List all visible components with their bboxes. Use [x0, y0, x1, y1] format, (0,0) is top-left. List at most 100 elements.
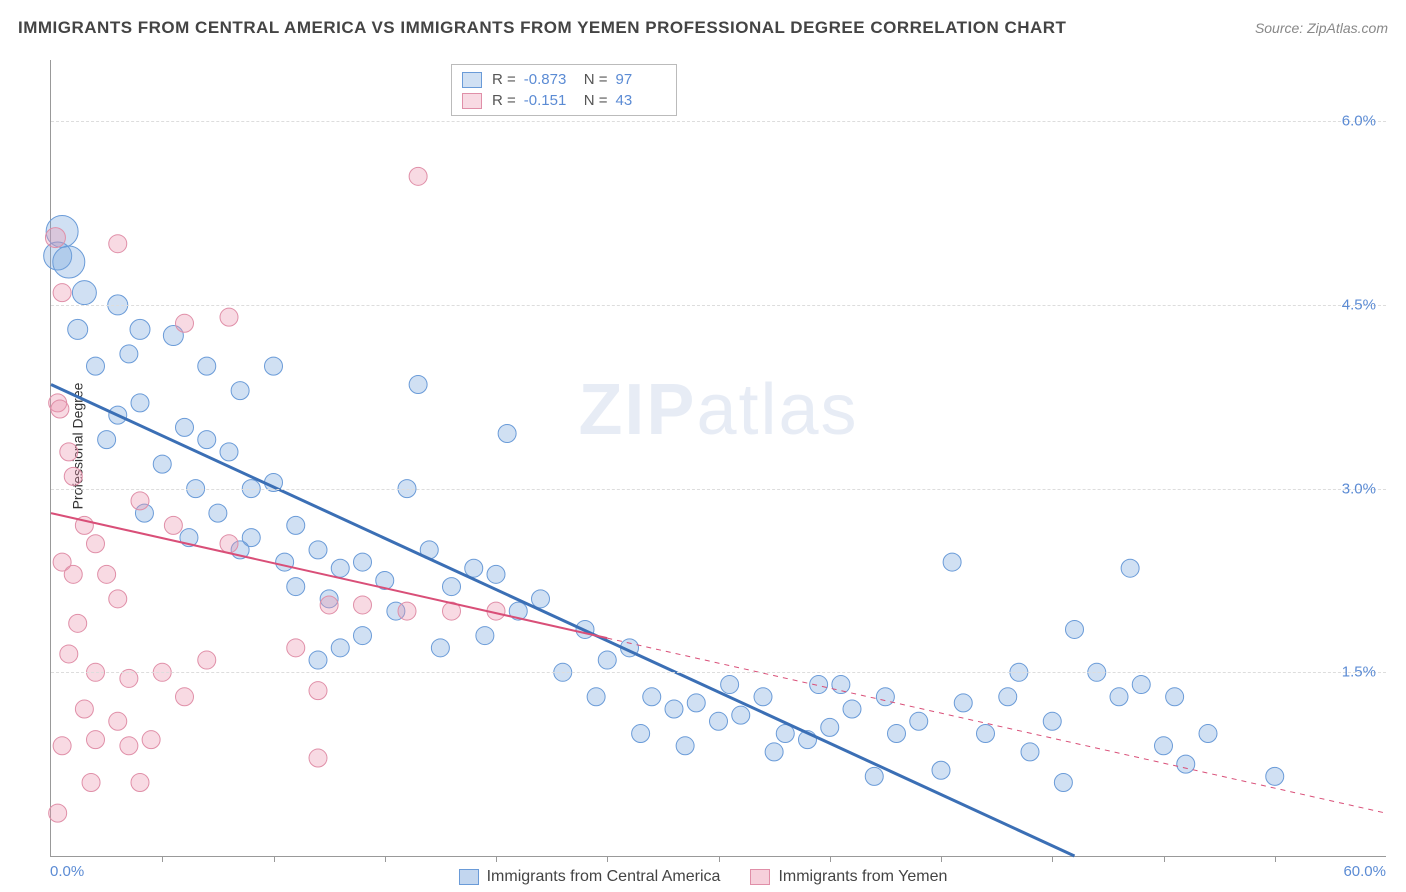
scatter-point	[72, 281, 96, 305]
y-tick-label: 4.5%	[1342, 296, 1376, 313]
gridline-h	[51, 672, 1386, 673]
scatter-point	[60, 645, 78, 663]
gridline-h	[51, 489, 1386, 490]
scatter-point	[354, 596, 372, 614]
scatter-point	[265, 357, 283, 375]
scatter-point	[320, 596, 338, 614]
scatter-point	[954, 694, 972, 712]
scatter-point	[231, 382, 249, 400]
trend-line	[51, 385, 1075, 856]
scatter-point	[53, 737, 71, 755]
scatter-point	[1132, 676, 1150, 694]
stat-r-label: R =	[492, 92, 516, 109]
scatter-point	[60, 443, 78, 461]
legend-label: Immigrants from Central America	[487, 868, 721, 886]
scatter-point	[765, 743, 783, 761]
scatter-point	[309, 541, 327, 559]
scatter-point	[354, 553, 372, 571]
scatter-point	[176, 314, 194, 332]
scatter-point	[1054, 774, 1072, 792]
legend-swatch	[750, 869, 770, 885]
scatter-point	[120, 737, 138, 755]
scatter-point	[75, 700, 93, 718]
legend-label: Immigrants from Yemen	[778, 868, 947, 886]
scatter-point	[398, 602, 416, 620]
scatter-point	[276, 553, 294, 571]
scatter-point	[532, 590, 550, 608]
scatter-point	[53, 246, 85, 278]
scatter-plot-svg	[51, 60, 1386, 856]
y-tick-label: 6.0%	[1342, 113, 1376, 130]
x-tick	[1164, 856, 1165, 862]
legend-swatch	[462, 93, 482, 109]
scatter-point	[309, 682, 327, 700]
scatter-point	[1266, 767, 1284, 785]
scatter-point	[721, 676, 739, 694]
scatter-point	[130, 319, 150, 339]
scatter-point	[69, 614, 87, 632]
scatter-point	[64, 565, 82, 583]
scatter-point	[1021, 743, 1039, 761]
x-tick	[830, 856, 831, 862]
stat-n-value: 97	[616, 71, 666, 88]
scatter-point	[754, 688, 772, 706]
scatter-point	[876, 688, 894, 706]
scatter-point	[943, 553, 961, 571]
gridline-h	[51, 305, 1386, 306]
x-tick	[941, 856, 942, 862]
scatter-point	[198, 357, 216, 375]
scatter-point	[632, 725, 650, 743]
stat-r-label: R =	[492, 71, 516, 88]
scatter-point	[977, 725, 995, 743]
scatter-point	[1199, 725, 1217, 743]
scatter-point	[45, 228, 65, 248]
legend-swatch	[462, 72, 482, 88]
x-tick	[607, 856, 608, 862]
scatter-point	[109, 590, 127, 608]
scatter-point	[587, 688, 605, 706]
scatter-point	[164, 516, 182, 534]
scatter-point	[176, 688, 194, 706]
scatter-point	[220, 535, 238, 553]
scatter-point	[87, 535, 105, 553]
scatter-point	[821, 718, 839, 736]
scatter-point	[153, 455, 171, 473]
scatter-point	[1043, 712, 1061, 730]
trend-line	[51, 513, 607, 638]
x-tick	[719, 856, 720, 862]
scatter-point	[710, 712, 728, 730]
x-tick	[385, 856, 386, 862]
scatter-point	[354, 627, 372, 645]
stat-n-value: 43	[616, 92, 666, 109]
scatter-point	[287, 578, 305, 596]
correlation-legend: R = -0.873 N = 97 R = -0.151 N = 43	[451, 64, 677, 116]
scatter-point	[53, 284, 71, 302]
scatter-point	[832, 676, 850, 694]
scatter-point	[220, 443, 238, 461]
scatter-point	[331, 639, 349, 657]
scatter-point	[87, 731, 105, 749]
scatter-point	[287, 516, 305, 534]
scatter-point	[142, 731, 160, 749]
chart-header: IMMIGRANTS FROM CENTRAL AMERICA VS IMMIG…	[18, 18, 1388, 38]
stat-r-value: -0.151	[524, 92, 574, 109]
scatter-point	[309, 651, 327, 669]
scatter-point	[443, 578, 461, 596]
source-attribution: Source: ZipAtlas.com	[1255, 20, 1388, 36]
scatter-point	[309, 749, 327, 767]
stat-n-label: N =	[584, 92, 608, 109]
scatter-point	[198, 651, 216, 669]
scatter-point	[1155, 737, 1173, 755]
scatter-point	[932, 761, 950, 779]
scatter-point	[109, 712, 127, 730]
scatter-point	[1166, 688, 1184, 706]
stat-n-label: N =	[584, 71, 608, 88]
scatter-point	[287, 639, 305, 657]
scatter-point	[643, 688, 661, 706]
scatter-point	[220, 308, 238, 326]
x-tick	[1275, 856, 1276, 862]
legend-swatch	[459, 869, 479, 885]
x-tick	[496, 856, 497, 862]
scatter-point	[999, 688, 1017, 706]
scatter-point	[49, 804, 67, 822]
